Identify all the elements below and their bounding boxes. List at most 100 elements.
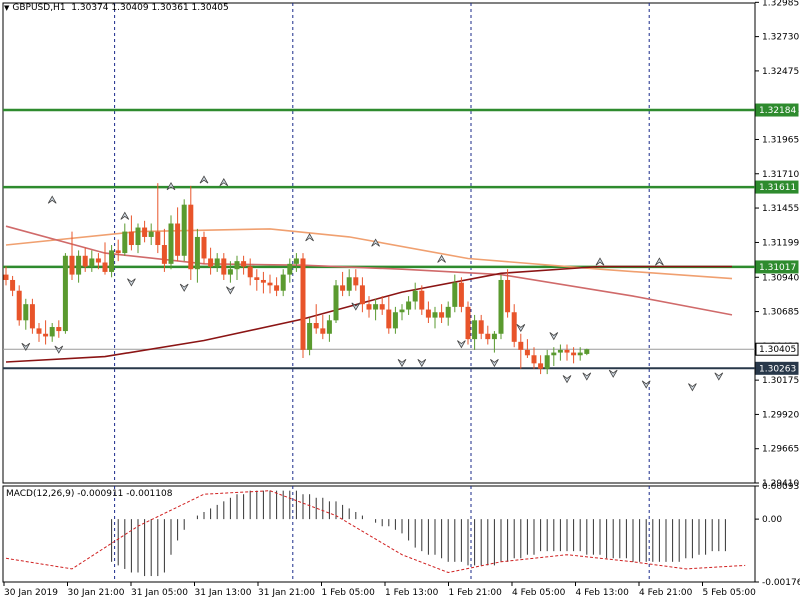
candle-body (472, 320, 478, 340)
fractal-up-arrow-icon (120, 211, 130, 220)
fractal-up-arrow-icon (166, 182, 176, 191)
macd-header: MACD(12,26,9) -0.000911 -0.001108 (6, 489, 173, 499)
candle-body (531, 355, 537, 364)
candle-body (234, 261, 240, 270)
candle-body (76, 255, 82, 275)
ohlc-readout: 1.30374 1.30409 1.30361 1.30405 (71, 3, 229, 13)
fractal-down-arrow-icon (351, 302, 361, 311)
fractal-up-arrow-icon (371, 238, 380, 247)
symbol-label: GBPUSD,H1 (12, 3, 66, 13)
fractal-down-arrow-icon (688, 383, 697, 392)
candle-body (194, 236, 200, 270)
macd-y-tick-label: 0.000931 (762, 482, 800, 492)
candle-body (353, 277, 359, 286)
candle-body (564, 349, 570, 353)
candle-body (465, 306, 471, 340)
candle-body (287, 263, 293, 275)
candle-body (69, 255, 75, 275)
fractal-down-arrow-icon (714, 372, 724, 381)
fractal-up-arrow-icon (199, 175, 209, 184)
candle-body (399, 309, 405, 313)
macd-y-tick-label: -0.001767 (762, 578, 800, 588)
fractal-up-arrow-icon (655, 257, 664, 266)
ma-mid-line (5, 225, 733, 316)
candle-body (227, 269, 233, 275)
level-price-label: 1.31611 (759, 183, 796, 193)
candle-body (478, 320, 484, 334)
candle-body (142, 227, 148, 237)
x-tick-label: 30 Jan 2019 (4, 588, 58, 598)
candle-body (109, 250, 115, 272)
current-price-tag (755, 342, 799, 356)
candle-body (366, 304, 372, 310)
candle-body (439, 312, 445, 318)
x-tick-label: 31 Jan 21:00 (258, 588, 315, 598)
y-tick-label: 1.31455 (762, 204, 799, 214)
candle-body (485, 333, 491, 340)
fractal-down-arrow-icon (582, 372, 592, 381)
fractal-down-arrow-icon (516, 324, 526, 333)
candle-body (340, 285, 346, 291)
candle-body (16, 290, 22, 321)
candle-body (274, 285, 280, 291)
candle-body (201, 236, 207, 259)
fractal-down-arrow-icon (179, 283, 189, 292)
candle-body (458, 282, 464, 307)
x-tick-label: 4 Feb 13:00 (576, 588, 630, 598)
candle-body (584, 349, 590, 354)
candle-body (577, 352, 583, 356)
candle-body (254, 277, 260, 280)
candle-body (359, 285, 365, 305)
candle-body (128, 231, 134, 246)
candle-body (122, 231, 128, 254)
x-tick-label: 31 Jan 13:00 (195, 588, 252, 598)
candle-body (168, 223, 174, 264)
collapse-triangle-icon[interactable]: ▼ (4, 4, 10, 12)
fractal-down-arrow-icon (490, 359, 499, 368)
candle-body (293, 258, 299, 264)
fractal-up-arrow-icon (305, 233, 314, 242)
candle-body (95, 258, 101, 263)
candle-body (425, 309, 431, 318)
candle-body (320, 328, 326, 334)
x-tick-label: 5 Feb 05:00 (703, 588, 757, 598)
y-tick-label: 1.30175 (762, 376, 799, 386)
candle-body (241, 261, 247, 267)
fractal-up-arrow-icon (437, 254, 446, 263)
candle-body (260, 279, 266, 283)
candle-body (392, 312, 398, 329)
candle-body (544, 355, 550, 369)
candle-body (29, 304, 35, 329)
candle-body (452, 282, 458, 307)
candle-body (518, 341, 524, 350)
fractal-up-arrow-icon (47, 195, 57, 204)
candle-body (333, 285, 339, 321)
x-tick-label: 4 Feb 05:00 (512, 588, 566, 598)
candle-body (188, 204, 194, 270)
y-tick-label: 1.30685 (762, 308, 799, 318)
y-tick-label: 1.31710 (762, 170, 799, 180)
candle-body (135, 227, 141, 246)
candle-body (247, 266, 253, 278)
fractal-down-arrow-icon (21, 342, 31, 352)
y-tick-label: 1.29920 (762, 410, 799, 420)
fractal-down-arrow-icon (641, 380, 651, 389)
y-tick-label: 1.31199 (762, 238, 799, 248)
candle-body (307, 323, 313, 350)
candle-body (419, 290, 425, 310)
fractal-down-arrow-icon (397, 359, 407, 368)
chart-header: ▼ GBPUSD,H1 1.30374 1.30409 1.30361 1.304… (4, 3, 229, 13)
candle-body (571, 352, 577, 356)
candle-body (445, 306, 451, 318)
bid-price-tag (755, 361, 799, 375)
y-tick-label: 1.32985 (762, 0, 799, 8)
candle-body (346, 277, 352, 291)
candle-body (267, 282, 273, 286)
macd-pane-frame (2, 485, 756, 583)
candle-body (511, 312, 517, 342)
candle-body (538, 363, 544, 369)
candle-body (313, 323, 319, 329)
candle-body (36, 328, 42, 334)
candle-body (181, 204, 187, 256)
candle-body (82, 255, 88, 267)
